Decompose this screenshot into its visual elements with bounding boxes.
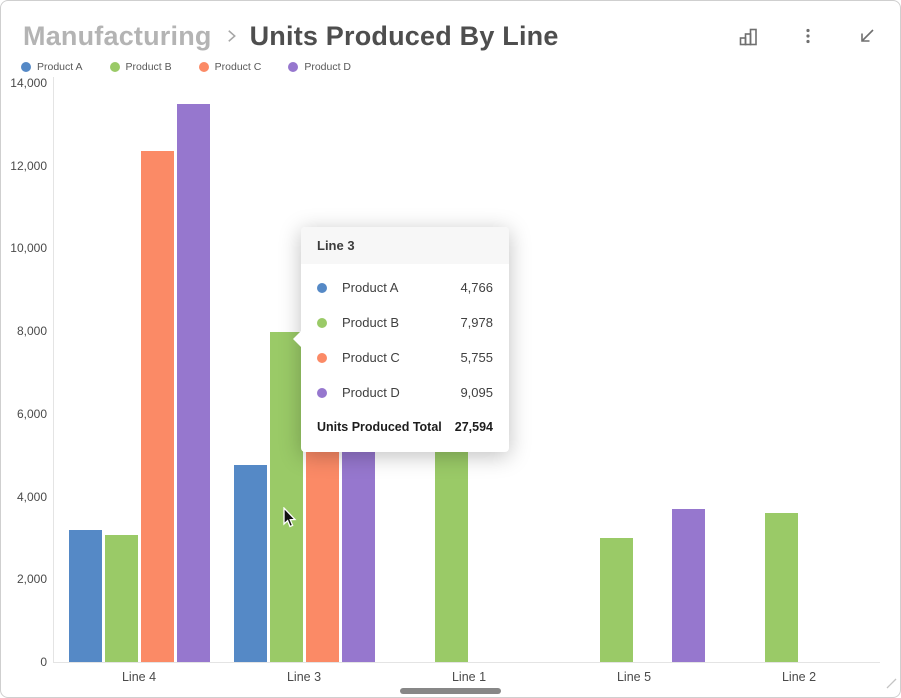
tooltip-row-value: 5,755 <box>460 350 493 365</box>
y-axis-tick-label: 6,000 <box>16 406 47 421</box>
bar-line-4-product-d[interactable] <box>176 103 210 662</box>
bar-line-5-product-d[interactable] <box>671 508 705 662</box>
tooltip-row: Product D 9,095 <box>317 375 493 410</box>
resize-handle-icon[interactable] <box>885 676 897 694</box>
x-axis-line <box>53 662 880 663</box>
tooltip-row: Product B 7,978 <box>317 305 493 340</box>
legend-label: Product B <box>125 61 172 73</box>
y-axis-tick-label: 4,000 <box>16 489 47 504</box>
tooltip-row: Product A 4,766 <box>317 270 493 305</box>
horizontal-scrollbar-thumb[interactable] <box>400 688 501 694</box>
chart-tooltip: Line 3 Product A 4,766 Product B 7,978 P… <box>293 227 509 452</box>
legend-dot <box>109 62 120 72</box>
y-axis-line <box>53 77 54 662</box>
tooltip-body: Product A 4,766 Product B 7,978 Product … <box>301 264 509 452</box>
y-axis-tick-label: 12,000 <box>10 158 47 173</box>
legend-label: Product D <box>304 61 352 73</box>
y-axis-tick-label: 14,000 <box>10 76 47 90</box>
tooltip-total-value: 27,594 <box>454 420 493 434</box>
arrow-down-left-icon[interactable] <box>854 23 880 49</box>
x-axis-label: Line 2 <box>781 670 817 684</box>
bar-line-3-product-c[interactable] <box>305 423 339 662</box>
x-axis-label: Line 4 <box>121 670 157 684</box>
legend-dot <box>288 62 299 72</box>
bar-line-4-product-b[interactable] <box>104 535 138 662</box>
tooltip-row: Product C 5,755 <box>317 340 493 375</box>
series-dot <box>317 282 327 293</box>
chevron-right-icon <box>222 27 240 45</box>
tooltip-row-label: Product D <box>342 385 400 400</box>
widget-header: Manufacturing Units Produced By Line <box>23 15 880 57</box>
kebab-menu-icon[interactable] <box>795 23 821 49</box>
legend-label: Product C <box>214 61 262 73</box>
x-axis-label: Line 1 <box>451 670 487 684</box>
bar-line-1-product-b[interactable] <box>434 444 468 662</box>
series-dot <box>317 387 327 398</box>
legend-label: Product A <box>37 61 83 73</box>
tooltip-row-label: Product C <box>342 350 400 365</box>
tooltip-row-value: 4,766 <box>460 280 493 295</box>
tooltip-row-value: 7,978 <box>460 315 493 330</box>
breadcrumb[interactable]: Manufacturing <box>23 20 212 51</box>
legend-dot <box>198 62 209 72</box>
tooltip-total-label: Units Produced Total <box>317 420 442 434</box>
legend-dot <box>21 62 31 72</box>
tooltip-total-row: Units Produced Total 27,594 <box>317 410 493 444</box>
bar-line-4-product-c[interactable] <box>140 151 174 662</box>
header-actions <box>736 23 880 49</box>
tooltip-row-label: Product A <box>342 280 399 295</box>
series-dot <box>317 317 327 328</box>
tooltip-row-label: Product B <box>342 315 400 330</box>
legend-item-product-c[interactable]: Product C <box>198 61 262 73</box>
y-axis-tick-label: 0 <box>40 655 47 669</box>
chart-legend: Product A Product B Product C Product D <box>21 61 351 73</box>
y-axis-tick-label: 10,000 <box>10 241 47 256</box>
tooltip-row-value: 9,095 <box>460 385 493 400</box>
bar-line-3-product-a[interactable] <box>233 464 267 662</box>
series-dot <box>317 352 327 363</box>
tooltip-title: Line 3 <box>301 227 509 264</box>
x-axis-label: Line 3 <box>286 670 322 684</box>
page-title: Units Produced By Line <box>249 20 559 51</box>
tooltip-arrow <box>293 330 302 348</box>
bar-chart-icon[interactable] <box>736 23 762 49</box>
legend-item-product-b[interactable]: Product B <box>109 61 172 73</box>
bar-line-4-product-a[interactable] <box>68 529 102 662</box>
bar-line-3-product-b[interactable] <box>269 332 303 662</box>
legend-item-product-a[interactable]: Product A <box>21 61 83 73</box>
bar-line-2-product-b[interactable] <box>764 513 798 662</box>
y-axis-tick-label: 8,000 <box>16 324 47 339</box>
x-axis-label: Line 5 <box>616 670 652 684</box>
legend-item-product-d[interactable]: Product D <box>288 61 351 73</box>
bar-line-5-product-b[interactable] <box>599 537 633 662</box>
y-axis-tick-label: 2,000 <box>16 572 47 587</box>
